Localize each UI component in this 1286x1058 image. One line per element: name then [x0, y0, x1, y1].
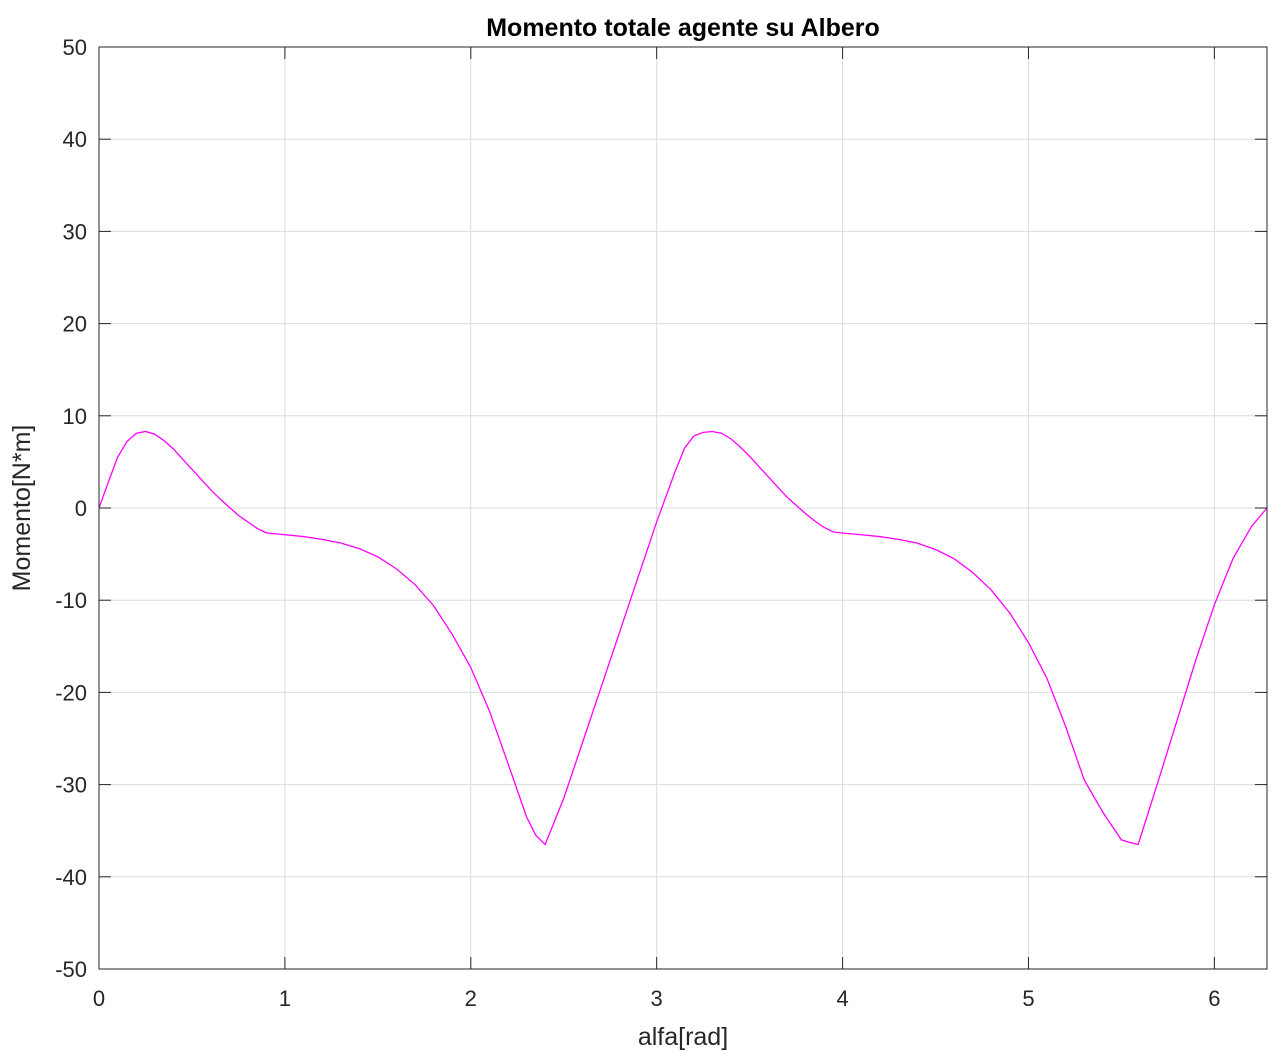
y-tick-label: -10 — [55, 588, 87, 613]
y-tick-label: -40 — [55, 865, 87, 890]
y-axis-ticks: -50 -40 -30 -20 -10 0 10 20 30 40 50 — [55, 35, 1267, 982]
x-tick-label: 6 — [1208, 986, 1220, 1011]
y-tick-label: -20 — [55, 680, 87, 705]
x-tick-label: 2 — [465, 986, 477, 1011]
x-axis-ticks: 0 1 2 3 4 5 6 — [93, 47, 1220, 1011]
y-tick-label: 40 — [63, 127, 87, 152]
y-tick-label: 10 — [63, 404, 87, 429]
x-tick-label: 3 — [651, 986, 663, 1011]
x-tick-label: 5 — [1022, 986, 1034, 1011]
y-tick-label: 20 — [63, 312, 87, 337]
y-tick-label: 50 — [63, 35, 87, 60]
y-tick-label: -50 — [55, 957, 87, 982]
y-tick-label: -30 — [55, 773, 87, 798]
y-tick-label: 30 — [63, 219, 87, 244]
chart-title: Momento totale agente su Albero — [486, 14, 880, 42]
x-tick-label: 1 — [279, 986, 291, 1011]
y-tick-label: 0 — [75, 496, 87, 521]
x-axis-label: alfa[rad] — [638, 1023, 728, 1051]
x-tick-label: 4 — [836, 986, 848, 1011]
series-line — [98, 430, 1268, 846]
y-axis-label: Momento[N*m] — [8, 425, 36, 592]
x-tick-label: 0 — [93, 986, 105, 1011]
